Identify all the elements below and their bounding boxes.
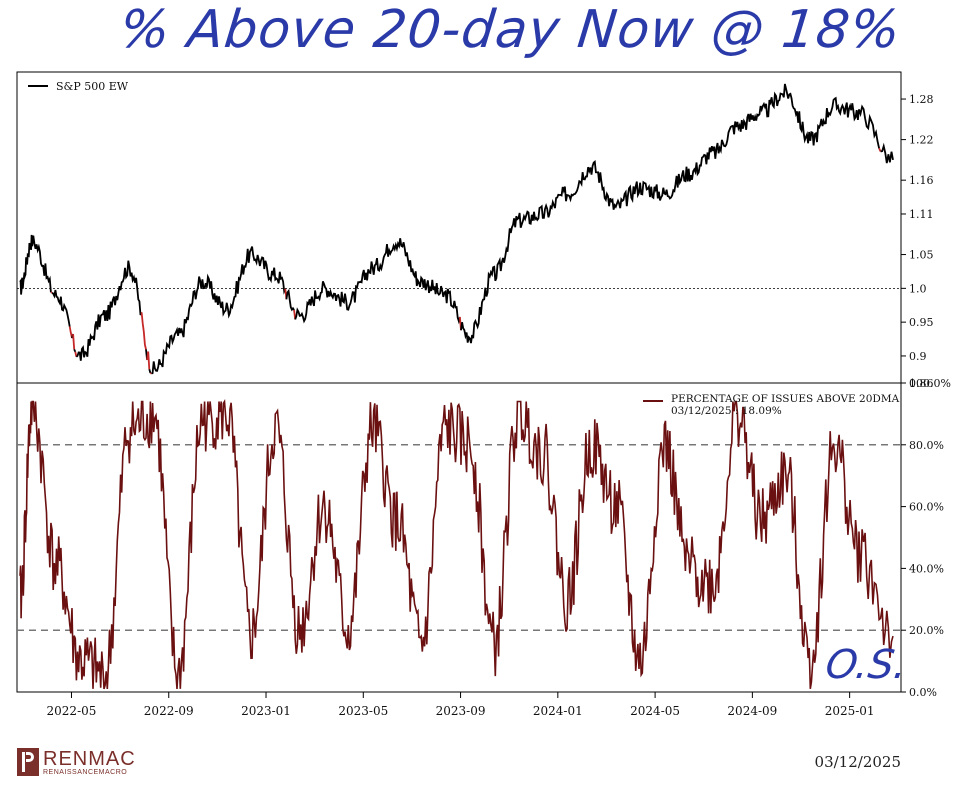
x-tick-label: 2025-01: [825, 704, 875, 718]
y-tick-label: 1.22: [909, 134, 934, 147]
legend-sublabel: 03/12/2025 : 18.09%: [671, 405, 782, 417]
panel-frame: [16, 382, 902, 693]
breadth-series-line: [19, 398, 894, 690]
price-series-line: [146, 351, 151, 370]
y-tick-label: 0.0%: [909, 686, 937, 699]
price-series-line: [878, 147, 882, 152]
price-series-line: [460, 83, 880, 344]
x-tick-label: 2023-01: [241, 704, 291, 718]
legend-label: PERCENTAGE OF ISSUES ABOVE 20DMA: [671, 393, 900, 405]
y-tick-label: 0.95: [909, 316, 934, 329]
price-series-line: [75, 260, 143, 361]
y-tick-label: 60.0%: [909, 501, 944, 514]
y-tick-label: 0.86: [909, 377, 934, 390]
y-tick-label: 80.0%: [909, 439, 944, 452]
price-series-line: [73, 348, 77, 353]
breadth-panel: 0.0% 20.0% 40.0% 60.0% 80.0% 100.0% PERCENTAGE…: [16, 377, 951, 699]
y-tick-label: 40.0%: [909, 562, 944, 575]
price-series-line: [880, 142, 894, 164]
logo-brand: RENMAC: [43, 747, 136, 770]
price-series-line: [285, 288, 295, 312]
x-tick-label: 2024-05: [630, 704, 680, 718]
legend-label: S&P 500 EW: [56, 80, 129, 93]
price-series-line: [19, 234, 52, 295]
renmac-logo: RENMAC RENAISSANCEMACRO: [17, 747, 136, 777]
x-tick-label: 2023-09: [436, 704, 486, 718]
x-tick-label: 2023-05: [338, 704, 388, 718]
x-tick-label: 2024-01: [533, 704, 583, 718]
price-series-line: [294, 238, 461, 325]
logo-subtitle: RENAISSANCEMACRO: [43, 768, 128, 776]
x-axis: 2022-05 2022-09 2023-01 2023-05 2023-09 2024-…: [47, 692, 875, 718]
y-tick-label: 100.0%: [909, 377, 951, 390]
price-panel: 0.86 0.9 0.95 1.0 1.05 1.11 1.16 1.22 1.28 S&P 50…: [16, 71, 934, 390]
y-tick-label: 1.11: [909, 208, 934, 221]
price-series-line: [72, 333, 76, 350]
price-series-line: [148, 369, 152, 374]
y-tick-label: 1.16: [909, 174, 934, 187]
y-tick-label: 1.05: [909, 249, 934, 262]
x-tick-label: 2022-09: [144, 704, 194, 718]
y-tick-label: 0.9: [909, 350, 927, 363]
handwritten-oversold-note: O.S.: [822, 642, 910, 688]
x-tick-label: 2022-05: [47, 704, 97, 718]
price-series-line: [149, 372, 152, 375]
logo-mark-icon: [17, 748, 39, 776]
price-series-line: [151, 246, 287, 375]
y-tick-label: 1.0: [909, 282, 927, 295]
y-tick-label: 20.0%: [909, 624, 944, 637]
y-tick-label: 1.28: [909, 93, 934, 106]
panel-frame: [16, 71, 902, 384]
price-series-line: [140, 312, 147, 350]
x-tick-label: 2024-09: [727, 704, 777, 718]
price-series-line: [51, 289, 71, 327]
footer-date: 03/12/2025: [814, 753, 901, 771]
